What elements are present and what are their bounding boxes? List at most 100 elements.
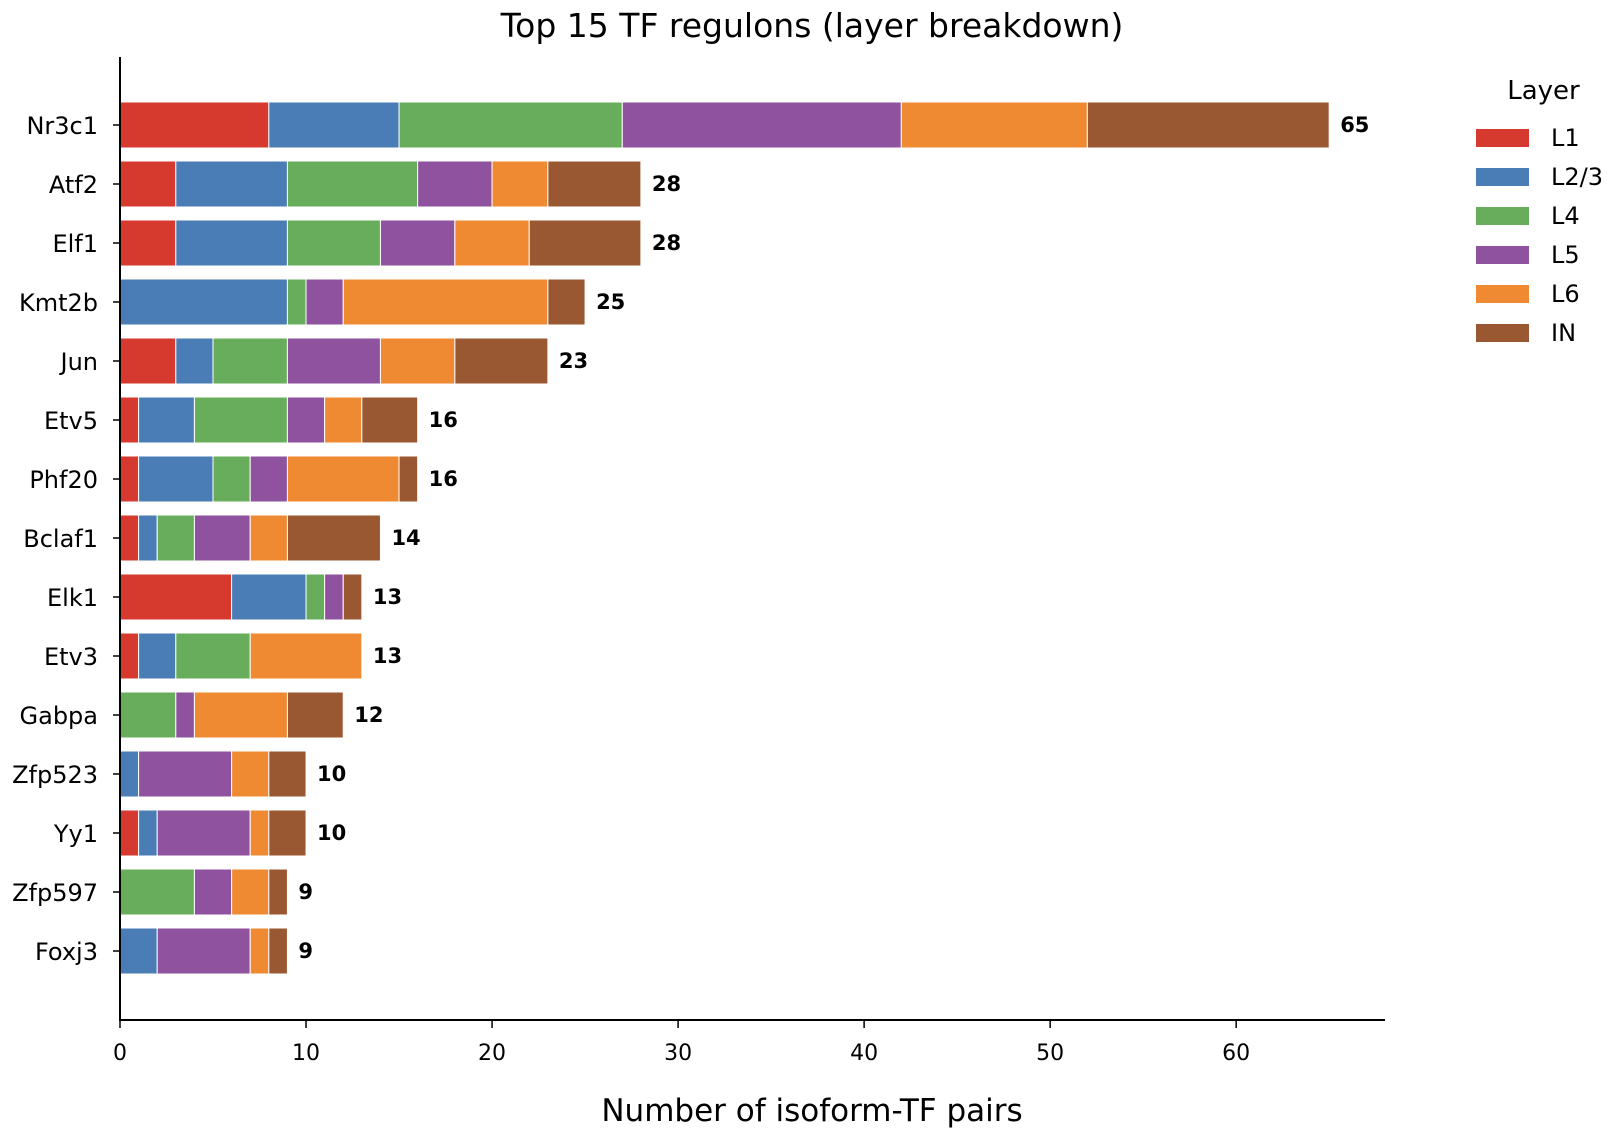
bar-segment-l5 xyxy=(156,927,251,975)
y-tick-labels: Nr3c1 Atf2 Elf1 Kmt2b Jun Etv5 Phf20 Bclaf1 Elk1… xyxy=(12,112,120,966)
bar-segment-in xyxy=(528,219,642,267)
total-label: 12 xyxy=(354,703,383,727)
y-tick-label: Nr3c1 xyxy=(26,112,98,140)
x-axis-label: Number of isoform-TF pairs xyxy=(601,1093,1023,1129)
bar-segment-l1 xyxy=(119,337,177,385)
legend-label: L5 xyxy=(1551,240,1580,269)
x-tick-label: 30 xyxy=(664,1041,692,1066)
legend-label: L1 xyxy=(1551,123,1580,152)
bar-segment-l5 xyxy=(417,160,493,208)
bar-segment-l6 xyxy=(231,868,270,916)
bar-segment-l2-3 xyxy=(119,750,140,798)
bar-segment-l6 xyxy=(249,632,363,680)
bar-group-kmt2b xyxy=(119,278,586,326)
bar-group-elk1 xyxy=(119,573,363,621)
bar-segment-l6 xyxy=(342,278,549,326)
bar-segment-l2-3 xyxy=(138,396,195,444)
bar-segment-in xyxy=(547,160,642,208)
bar-segment-l1 xyxy=(119,514,140,562)
total-label: 9 xyxy=(298,939,313,963)
y-tick-label: Phf20 xyxy=(29,466,98,494)
legend-item-l4: L4 xyxy=(1476,196,1611,235)
y-tick-label: Elk1 xyxy=(47,584,98,612)
y-tick-label: Jun xyxy=(59,348,99,376)
bar-segment-l5 xyxy=(621,101,902,149)
bar-group-etv5 xyxy=(119,396,419,444)
bar-segment-l6 xyxy=(900,101,1088,149)
bar-segment-l4 xyxy=(119,691,177,739)
bar-segment-in xyxy=(454,337,549,385)
legend-title: Layer xyxy=(1507,76,1580,106)
x-tick-label: 20 xyxy=(478,1041,506,1066)
bar-group-elf1 xyxy=(119,219,642,267)
bar-segment-l5 xyxy=(193,868,233,916)
legend-item-l2-3: L2/3 xyxy=(1476,157,1611,196)
bar-segment-l6 xyxy=(249,927,270,975)
x-axis: 0 10 20 30 40 50 60 xyxy=(113,1020,1250,1066)
chart-title: Top 15 TF regulons (layer breakdown) xyxy=(500,6,1124,45)
bar-segment-l1 xyxy=(119,396,140,444)
bar-segment-l1 xyxy=(119,160,177,208)
bar-group-bclaf1 xyxy=(119,514,381,562)
bar-segment-l2-3 xyxy=(138,455,214,503)
bar-segment-l5 xyxy=(138,750,233,798)
total-label: 10 xyxy=(317,821,346,845)
bar-segment-l1 xyxy=(119,219,177,267)
bar-segment-l5 xyxy=(249,455,288,503)
bar-segment-l2-3 xyxy=(231,573,307,621)
bar-segment-in xyxy=(268,868,288,916)
total-label: 23 xyxy=(559,349,588,373)
bar-segment-l5 xyxy=(379,219,456,267)
total-label: 14 xyxy=(391,526,420,550)
bar-segment-l4 xyxy=(212,455,251,503)
bar-segment-in xyxy=(268,809,307,857)
bar-segment-l6 xyxy=(231,750,270,798)
legend-label: IN xyxy=(1551,318,1577,347)
bar-segment-l5 xyxy=(286,396,326,444)
legend-items: L1 L2/3 L4 L5 L6 IN xyxy=(1476,118,1611,352)
legend-label: L2/3 xyxy=(1551,162,1603,191)
bar-group-jun xyxy=(119,337,549,385)
y-tick-label: Yy1 xyxy=(53,820,98,848)
y-tick-label: Elf1 xyxy=(52,230,98,258)
bar-segment-in xyxy=(286,691,344,739)
bar-segment-l2-3 xyxy=(268,101,400,149)
bar-segment-l6 xyxy=(379,337,456,385)
bar-segment-l2-3 xyxy=(175,160,288,208)
y-tick-label: Foxj3 xyxy=(35,938,98,966)
bar-segment-l2-3 xyxy=(138,514,158,562)
bar-segment-l6 xyxy=(324,396,363,444)
bar-segment-in xyxy=(268,750,307,798)
bar-group-zfp597 xyxy=(119,868,288,916)
bar-segment-l1 xyxy=(119,573,233,621)
bar-segment-in xyxy=(547,278,586,326)
legend-swatch xyxy=(1476,323,1529,342)
y-tick-label: Etv5 xyxy=(44,407,98,435)
bar-segment-l4 xyxy=(156,514,195,562)
legend-label: L6 xyxy=(1551,279,1580,308)
total-label: 9 xyxy=(298,880,313,904)
bar-segment-l6 xyxy=(491,160,549,208)
bar-segment-l5 xyxy=(286,337,381,385)
bar-segment-l2-3 xyxy=(138,632,177,680)
y-tick-label: Zfp597 xyxy=(12,879,98,907)
bar-segment-l2-3 xyxy=(138,809,158,857)
total-label: 28 xyxy=(652,172,681,196)
legend-label: L4 xyxy=(1551,201,1580,230)
total-labels: 65 28 28 25 23 16 16 14 13 13 12 10 10 9 9 xyxy=(298,113,1369,963)
bar-segment-l2-3 xyxy=(175,219,288,267)
bar-group-zfp523 xyxy=(119,750,307,798)
bar-group-gabpa xyxy=(119,691,344,739)
legend-swatch xyxy=(1476,245,1529,264)
bar-segment-l1 xyxy=(119,101,270,149)
total-label: 13 xyxy=(373,644,402,668)
bar-groups xyxy=(119,101,1330,975)
bar-segment-in xyxy=(398,455,419,503)
bar-group-phf20 xyxy=(119,455,419,503)
bar-segment-l4 xyxy=(398,101,623,149)
bar-segment-l4 xyxy=(286,219,381,267)
bar-group-etv3 xyxy=(119,632,363,680)
total-label: 65 xyxy=(1340,113,1369,137)
y-tick-label: Gabpa xyxy=(20,702,98,730)
